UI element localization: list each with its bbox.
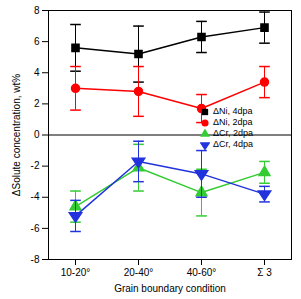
svg-text:40-60°: 40-60°	[187, 267, 217, 278]
svg-text:2: 2	[34, 98, 40, 109]
svg-text:8: 8	[34, 5, 40, 16]
svg-text:-2: -2	[31, 160, 40, 171]
svg-text:6: 6	[34, 36, 40, 47]
svg-text:0: 0	[34, 129, 40, 140]
svg-text:4: 4	[34, 67, 40, 78]
svg-text:-6: -6	[31, 223, 40, 234]
svg-text:-8: -8	[31, 254, 40, 265]
svg-text:Grain boundary condition: Grain boundary condition	[114, 283, 226, 294]
svg-text:ΔSolute concentration, wt%: ΔSolute concentration, wt%	[11, 74, 22, 196]
html-text:ΔNi, 2dpa: ΔNi, 2dpa	[213, 117, 253, 127]
svg-text:20-40°: 20-40°	[124, 267, 154, 278]
svg-text:Σ 3: Σ 3	[257, 267, 272, 278]
html-text:ΔCr, 4dpa: ΔCr, 4dpa	[213, 139, 253, 149]
svg-text:-4: -4	[31, 191, 40, 202]
html-text:ΔNi, 4dpa: ΔNi, 4dpa	[213, 106, 253, 116]
svg-text:10-20°: 10-20°	[61, 267, 91, 278]
html-text:ΔCr, 2dpa: ΔCr, 2dpa	[213, 128, 253, 138]
